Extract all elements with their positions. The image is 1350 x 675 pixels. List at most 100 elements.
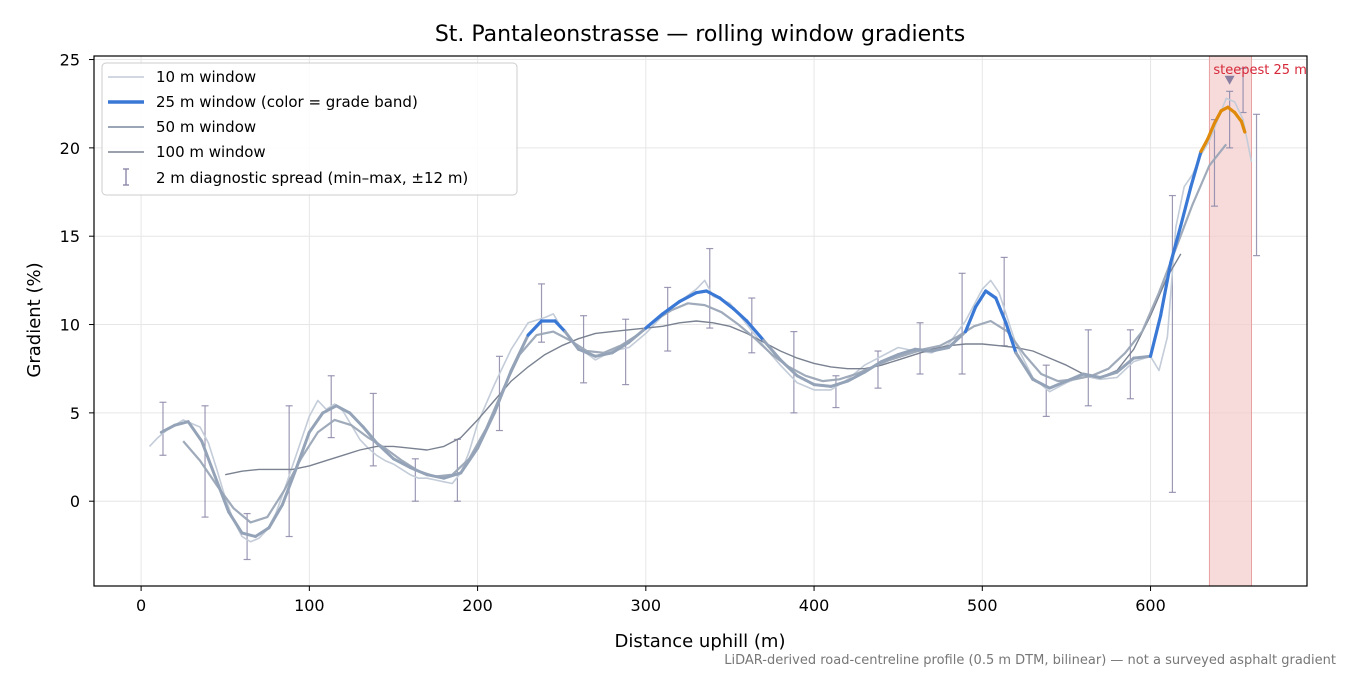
series-segment-25m — [762, 338, 782, 362]
error-bar — [1226, 90, 1234, 149]
series-segment-25m — [1098, 370, 1119, 379]
series-segment-25m — [1081, 372, 1102, 379]
error-bar — [1042, 364, 1050, 417]
series-segment-25m — [509, 333, 530, 372]
series-lines — [148, 97, 1253, 543]
series-segment-25m — [1233, 110, 1244, 124]
series-segment-25m — [718, 296, 735, 311]
series-segment-25m — [375, 441, 395, 461]
series-segment-25m — [704, 289, 722, 300]
y-tick-label: 15 — [60, 227, 80, 246]
series-segment-25m — [294, 430, 311, 471]
series-segment-25m — [392, 457, 412, 470]
x-tick-label: 200 — [462, 596, 493, 615]
series-segment-25m — [321, 404, 338, 415]
series-segment-25m — [660, 300, 682, 316]
series-segment-25m — [553, 319, 567, 334]
series-segment-25m — [994, 296, 1008, 325]
legend-label-25m: 25 m window (color = grade band) — [156, 93, 418, 111]
series-segment-25m — [577, 347, 597, 358]
series-segment-25m — [307, 411, 325, 434]
series-segment-25m — [913, 347, 934, 353]
series-segment-25m — [459, 446, 480, 475]
series-segment-25m — [610, 340, 631, 355]
legend-label-errorbar: 2 m diagnostic spread (min–max, ±12 m) — [156, 169, 468, 187]
error-bar — [832, 375, 840, 409]
x-axis-label: Distance uphill (m) — [615, 631, 786, 652]
legend: 10 m window 25 m window (color = grade b… — [101, 62, 518, 196]
series-segment-25m — [267, 503, 284, 530]
steepest-annotation: steepest 25 m — [1213, 63, 1307, 85]
series-segment-25m — [492, 369, 513, 415]
series-segment-25m — [829, 379, 850, 388]
series-segment-25m — [442, 471, 463, 480]
legend-box — [101, 62, 518, 196]
series-segment-25m — [348, 411, 365, 429]
steepest-label: steepest 25 m — [1213, 63, 1306, 78]
series-segment-25m — [963, 305, 978, 334]
error-bar — [1253, 113, 1261, 257]
series-segment-25m — [1199, 137, 1210, 153]
x-axis-ticks: 0 100 200 300 400 500 600 — [136, 586, 1166, 615]
series-segment-25m — [227, 510, 244, 535]
error-bar — [1239, 67, 1247, 114]
legend-label-50m: 50 m window — [156, 118, 256, 136]
error-bar — [958, 272, 966, 375]
series-segment-25m — [644, 312, 665, 330]
series-segment-25m — [863, 360, 883, 374]
y-axis-ticks: 0 5 10 15 20 25 — [60, 51, 94, 511]
error-bar — [664, 286, 672, 352]
y-tick-label: 5 — [70, 404, 80, 423]
series-segment-25m — [731, 307, 749, 323]
series-segment-25m — [1014, 351, 1035, 381]
series-segment-25m — [627, 326, 648, 344]
series-segment-25m — [213, 475, 231, 514]
y-tick-label: 20 — [60, 139, 80, 158]
series-segment-25m — [526, 319, 544, 337]
series-segment-25m — [408, 466, 429, 477]
series-segment-25m — [1004, 321, 1018, 355]
series-segment-25m — [1212, 109, 1223, 125]
series-segment-25m — [1064, 372, 1085, 383]
series-segment-25m — [795, 374, 816, 387]
error-bar — [495, 355, 503, 432]
error-bar — [159, 401, 167, 456]
series-segment-25m — [973, 289, 988, 309]
series-segment-25m — [361, 425, 379, 445]
series-segment-25m — [476, 411, 496, 450]
x-tick-label: 400 — [799, 596, 830, 615]
x-tick-label: 0 — [136, 596, 146, 615]
error-bar — [1084, 329, 1092, 407]
series-segment-25m — [846, 370, 866, 383]
series-segment-25m — [200, 439, 217, 478]
series-segment-25m — [947, 330, 967, 349]
y-axis-label: Gradient (%) — [24, 262, 45, 377]
series-segment-25m — [563, 330, 580, 351]
error-bar — [538, 283, 546, 343]
chart-title: St. Pantaleonstrasse — rolling window gr… — [435, 22, 965, 47]
series-segment-25m — [1179, 185, 1193, 228]
series-segment-25m — [334, 404, 352, 415]
series-segment-25m — [778, 358, 799, 378]
plot-area: steepest 25 m — [93, 55, 1308, 587]
series-segment-25m — [1206, 121, 1217, 141]
error-bar — [201, 405, 209, 518]
series-segment-25m — [1189, 149, 1203, 189]
series-segment-25m — [1239, 119, 1247, 134]
series-segment-25m — [173, 420, 190, 427]
series-segment-25m — [1031, 377, 1052, 390]
y-tick-label: 10 — [60, 316, 80, 335]
series-segment-25m — [1158, 261, 1173, 318]
series-segment-25m — [425, 473, 446, 480]
series-segment-25m — [745, 319, 766, 342]
x-tick-label: 300 — [631, 596, 662, 615]
series-segment-25m — [1115, 356, 1136, 374]
series-segment-25m — [879, 353, 900, 364]
series-segment-25m — [240, 531, 257, 538]
error-bar — [285, 405, 293, 538]
legend-swatch-errorbar — [123, 168, 129, 186]
legend-label-10m: 10 m window — [156, 68, 256, 86]
x-tick-label: 500 — [967, 596, 998, 615]
series-segment-25m — [1169, 224, 1183, 265]
